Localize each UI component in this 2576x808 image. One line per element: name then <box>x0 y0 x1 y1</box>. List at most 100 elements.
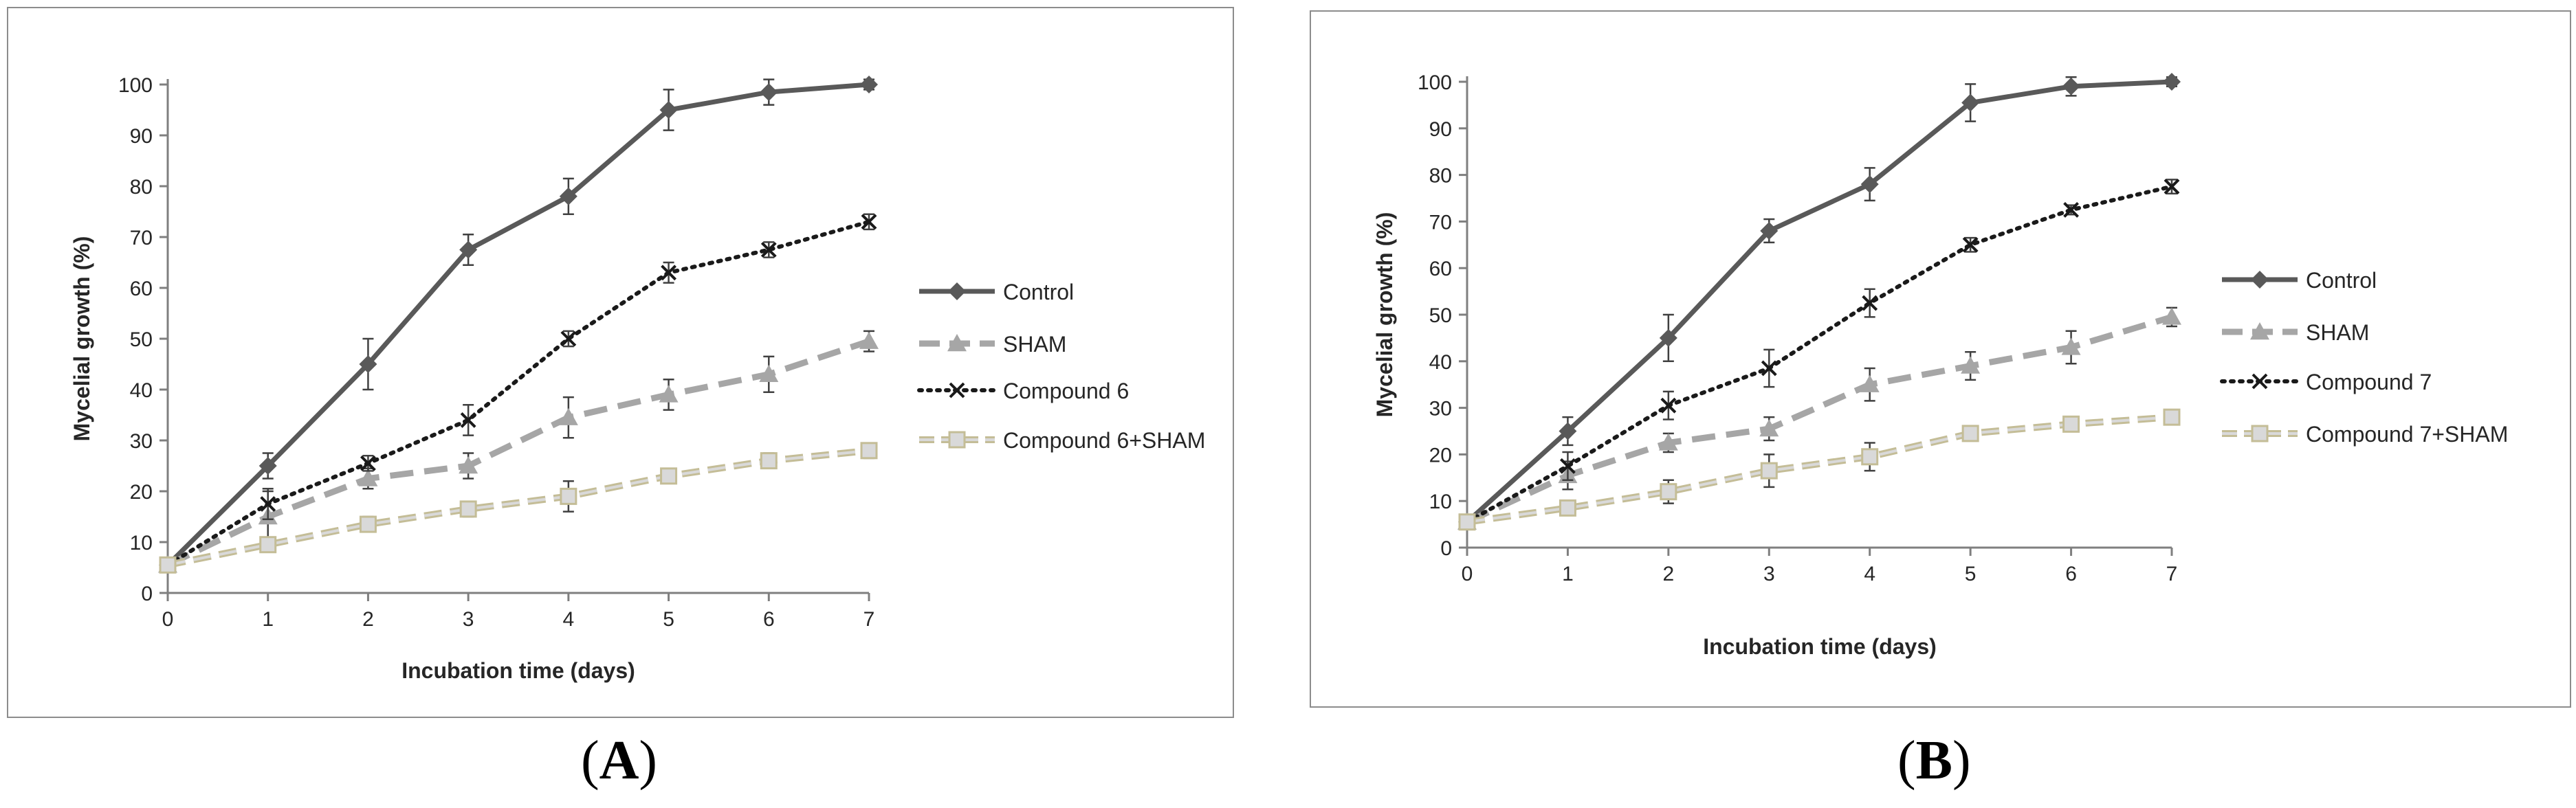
chart-a-y-axis-label: Mycelial growth (%) <box>69 236 94 442</box>
chart-panel-a: 0 10 20 30 40 50 60 70 80 90 100 0 1 2 3 4 5 6 7 Incubation… <box>7 7 1234 718</box>
chart-a-point-sham <box>859 331 879 349</box>
chart-a-x-tick-label: 3 <box>463 608 474 631</box>
chart-b-point-compound-7-sham <box>1660 483 1677 501</box>
chart-a-point-compound-6-sham <box>159 556 177 574</box>
chart-a-series-compound-6-sham <box>159 442 878 574</box>
chart-b-point-compound-7 <box>2063 202 2079 218</box>
chart-b-point-compound-7-sham <box>1559 499 1576 517</box>
chart-b-x-tick-label: 2 <box>1663 563 1675 585</box>
chart-a-y-tick-label: 80 <box>130 176 153 199</box>
chart-b-point-control <box>2163 73 2181 91</box>
chart-b-legend-label-control: Control <box>2306 268 2377 293</box>
chart-a-x-tick-label: 4 <box>563 608 575 631</box>
chart-a-point-control <box>258 457 277 475</box>
chart-a-point-compound-6 <box>460 412 476 428</box>
chart-a-y-tick-label: 10 <box>130 532 153 554</box>
chart-panel-b: 0 10 20 30 40 50 60 70 80 90 100 0 1 2 3 4 5 6 7 Incubation… <box>1310 10 2571 708</box>
chart-a-legend-label-control: Control <box>1003 280 1074 304</box>
chart-b-point-compound-7 <box>1862 295 1878 311</box>
chart-a-point-control <box>860 76 878 93</box>
chart-b-point-control <box>1559 422 1577 440</box>
chart-a-point-compound-6 <box>760 242 777 258</box>
chart-a-point-sham <box>558 407 578 425</box>
chart-b-y-tick-label: 80 <box>1429 165 1452 188</box>
chart-b-x-tick-label: 1 <box>1562 563 1574 585</box>
chart-b-svg: 0 10 20 30 40 50 60 70 80 90 100 0 1 2 3 4 5 6 7 Incubation… <box>1372 71 2508 659</box>
chart-b-y-tick-label: 60 <box>1429 258 1452 280</box>
chart-b-legend-marker-sham <box>2250 322 2269 340</box>
chart-a-point-compound-6-sham <box>259 536 277 554</box>
chart-b-y-tick-label: 0 <box>1440 537 1452 560</box>
chart-b-y-tick-label: 100 <box>1418 71 1452 94</box>
chart-b-point-compound-7-sham <box>1961 425 1979 442</box>
chart-a-point-compound-6 <box>661 265 676 281</box>
chart-a-legend-label-compound-6-sham: Compound 6+SHAM <box>1003 428 1205 453</box>
chart-b-legend-label-sham: SHAM <box>2306 320 2369 345</box>
chart-a-point-compound-6 <box>360 455 376 471</box>
chart-a-point-control <box>659 101 678 119</box>
chart-b-point-compound-7-sham <box>1861 448 1879 466</box>
chart-a-y-tick-label: 60 <box>130 278 153 300</box>
chart-b-point-sham <box>1759 419 1779 437</box>
chart-b-point-compound-7 <box>1761 360 1777 377</box>
chart-a-point-sham <box>459 456 478 474</box>
caption-a: (A) <box>581 730 658 791</box>
chart-b-point-compound-7-sham <box>1760 462 1778 480</box>
chart-a-legend-label-sham: SHAM <box>1003 332 1066 357</box>
chart-b-y-tick-label: 20 <box>1429 444 1452 467</box>
chart-b-point-control <box>1860 175 1879 194</box>
caption-b: (B) <box>1897 730 1971 791</box>
chart-b-line-compound-7 <box>1465 184 2174 524</box>
chart-b-y-tick-label: 90 <box>1429 118 1452 141</box>
chart-a-legend-item-compound-6: Compound 6 <box>917 379 1129 403</box>
chart-a-point-sham <box>358 469 378 486</box>
chart-a-point-control <box>459 240 478 259</box>
chart-b-point-compound-7-sham <box>2062 415 2080 433</box>
chart-b-legend-item-compound-7-sham: Compound 7+SHAM <box>2222 422 2508 447</box>
chart-b-legend-label-compound-7: Compound 7 <box>2306 370 2432 394</box>
chart-a-point-compound-6-sham <box>459 500 477 518</box>
chart-a-x-tick-label: 2 <box>362 608 374 631</box>
chart-a-y-tick-label: 40 <box>130 379 153 402</box>
chart-b-point-control <box>1961 93 1980 112</box>
chart-a-line-compound-6 <box>166 219 871 568</box>
chart-a-legend-label-compound-6: Compound 6 <box>1003 379 1129 403</box>
chart-a-point-sham <box>659 385 679 403</box>
chart-b-x-axis-label: Incubation time (days) <box>1703 634 1937 659</box>
chart-b-point-sham <box>2061 337 2081 355</box>
chart-b-series-control <box>1458 73 2181 531</box>
chart-a-point-compound-6-sham <box>860 442 878 460</box>
chart-b-x-tick-label: 0 <box>1462 563 1473 585</box>
chart-b-point-compound-7-sham <box>2163 408 2181 426</box>
chart-b-legend-item-sham: SHAM <box>2222 320 2369 345</box>
chart-a-legend-item-sham: SHAM <box>919 332 1066 357</box>
chart-b-legend-item-control: Control <box>2222 268 2377 293</box>
chart-b-point-compound-7 <box>1962 236 1979 253</box>
chart-a-series-control <box>159 76 878 574</box>
chart-b-point-sham <box>2162 307 2181 325</box>
chart-a-y-tick-label: 0 <box>141 583 153 605</box>
chart-b-y-tick-label: 30 <box>1429 398 1452 420</box>
chart-b-y-tick-label: 40 <box>1429 351 1452 374</box>
chart-a-point-compound-6-sham <box>660 467 678 485</box>
chart-b-legend-marker-control <box>2251 271 2269 289</box>
chart-b-series-compound-7 <box>1459 179 2180 530</box>
chart-a-line-compound-6-sham-inner <box>167 449 870 567</box>
chart-a-y-tick-label: 30 <box>130 430 153 453</box>
chart-a-point-compound-6 <box>861 214 877 230</box>
chart-a-legend-marker-control <box>948 282 966 300</box>
chart-a-x-tick-label: 6 <box>763 608 775 631</box>
chart-a-x-tick-label: 1 <box>262 608 274 631</box>
chart-a-line-control <box>166 82 870 567</box>
chart-b-point-compound-7 <box>1660 397 1677 414</box>
chart-a-legend-item-control: Control <box>919 280 1074 304</box>
chart-b-y-tick-label: 50 <box>1429 304 1452 327</box>
chart-b-legend-marker-compound-7 <box>2252 373 2268 390</box>
chart-b-x-tick-label: 7 <box>2166 563 2178 585</box>
chart-b-point-control <box>1659 328 1677 347</box>
chart-b-series-compound-7-sham <box>1458 408 2181 531</box>
chart-b-line-compound-7-sham-inner <box>1466 416 2172 524</box>
chart-a-y-tick-label: 50 <box>130 328 153 351</box>
chart-b-x-tick-label: 3 <box>1763 563 1775 585</box>
chart-b-point-sham <box>1860 374 1880 392</box>
